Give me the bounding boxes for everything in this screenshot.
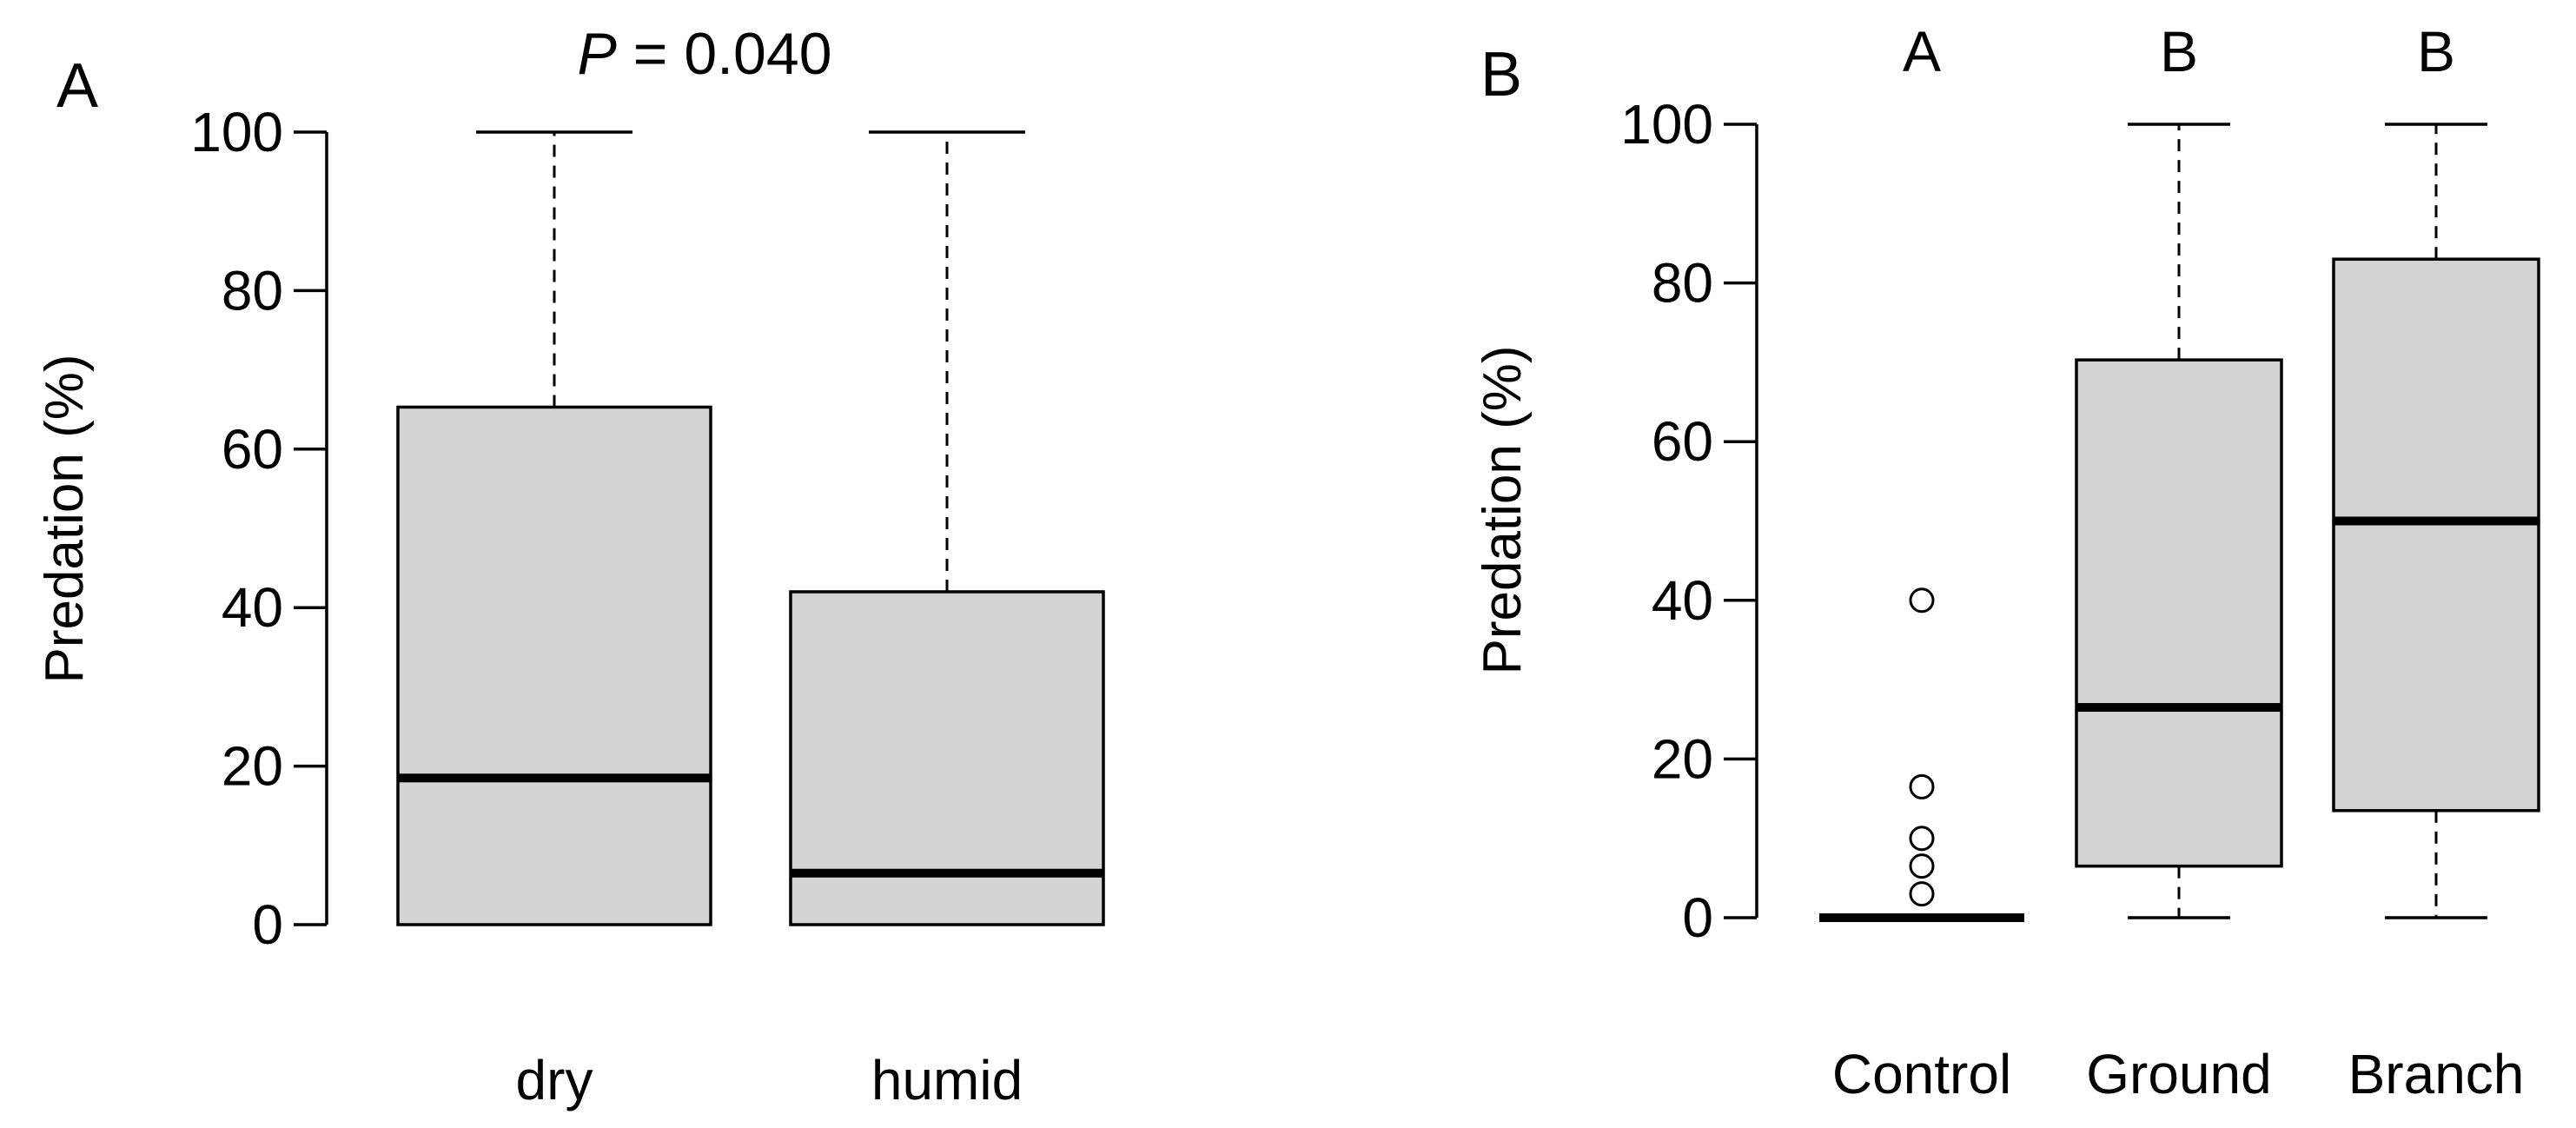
- x-tick-label-dry: dry: [516, 1049, 593, 1111]
- panel-b-y-axis: 0 20 40 60 80 100: [1620, 93, 1758, 949]
- iqr-box: [2332, 257, 2540, 813]
- panel-b-x-labels: Control Ground Branch: [1832, 1043, 2525, 1105]
- iqr-box: [2075, 358, 2283, 868]
- panel-b-ylabel: Predation (%): [1473, 345, 1533, 674]
- panel-b-label: B: [1480, 40, 1522, 109]
- outlier-point: [1909, 826, 1935, 852]
- panel-a-ylabel: Predation (%): [35, 354, 95, 683]
- y-tick-label: 80: [1652, 252, 1713, 315]
- panel-a-x-labels: dry humid: [516, 1049, 1023, 1111]
- x-tick-label-ground: Ground: [2086, 1043, 2271, 1105]
- panel-b: B Predation (%) 0 20 40 60 80 100 Control Grou…: [1473, 19, 2540, 1105]
- box-ground: [2075, 123, 2283, 919]
- box-branch: [2332, 123, 2540, 919]
- box-control: [1819, 587, 2024, 922]
- y-tick-label: 40: [1652, 569, 1713, 632]
- group-letter: B: [2160, 19, 2198, 83]
- outlier-point: [1909, 853, 1935, 879]
- panel-a-title: P = 0.040: [577, 21, 831, 87]
- y-tick-label: 100: [190, 101, 283, 163]
- panel-a-title-rest: = 0.040: [617, 21, 832, 87]
- box-humid: [789, 130, 1105, 926]
- group-letter: B: [2417, 19, 2455, 83]
- panel-a-title-italic: P: [577, 21, 616, 87]
- iqr-box: [396, 405, 712, 926]
- outlier-point: [1909, 773, 1935, 800]
- y-tick-label: 100: [1620, 93, 1713, 156]
- group-letter: A: [1903, 19, 1941, 83]
- y-tick-label: 0: [1682, 886, 1713, 949]
- panel-a-y-axis: 0 20 40 60 80 100: [190, 101, 328, 956]
- y-tick-label: 20: [1652, 727, 1713, 790]
- y-tick-label: 20: [222, 735, 283, 798]
- outlier-point: [1909, 881, 1935, 907]
- outlier-point: [1909, 587, 1935, 614]
- panel-a: A P = 0.040 Predation (%) 0 20 40 60 80 100 d…: [35, 21, 1105, 1111]
- y-tick-label: 40: [222, 576, 283, 639]
- x-tick-label-control: Control: [1832, 1043, 2011, 1105]
- y-tick-label: 80: [222, 259, 283, 322]
- y-tick-label: 60: [222, 418, 283, 481]
- y-tick-label: 60: [1652, 410, 1713, 473]
- panel-a-label: A: [56, 51, 98, 121]
- x-tick-label-humid: humid: [871, 1049, 1023, 1111]
- box-dry: [396, 130, 712, 926]
- y-tick-label: 0: [252, 893, 283, 956]
- panel-b-boxes: [1819, 123, 2540, 922]
- x-tick-label-branch: Branch: [2348, 1043, 2525, 1105]
- panel-a-boxes: [396, 130, 1105, 926]
